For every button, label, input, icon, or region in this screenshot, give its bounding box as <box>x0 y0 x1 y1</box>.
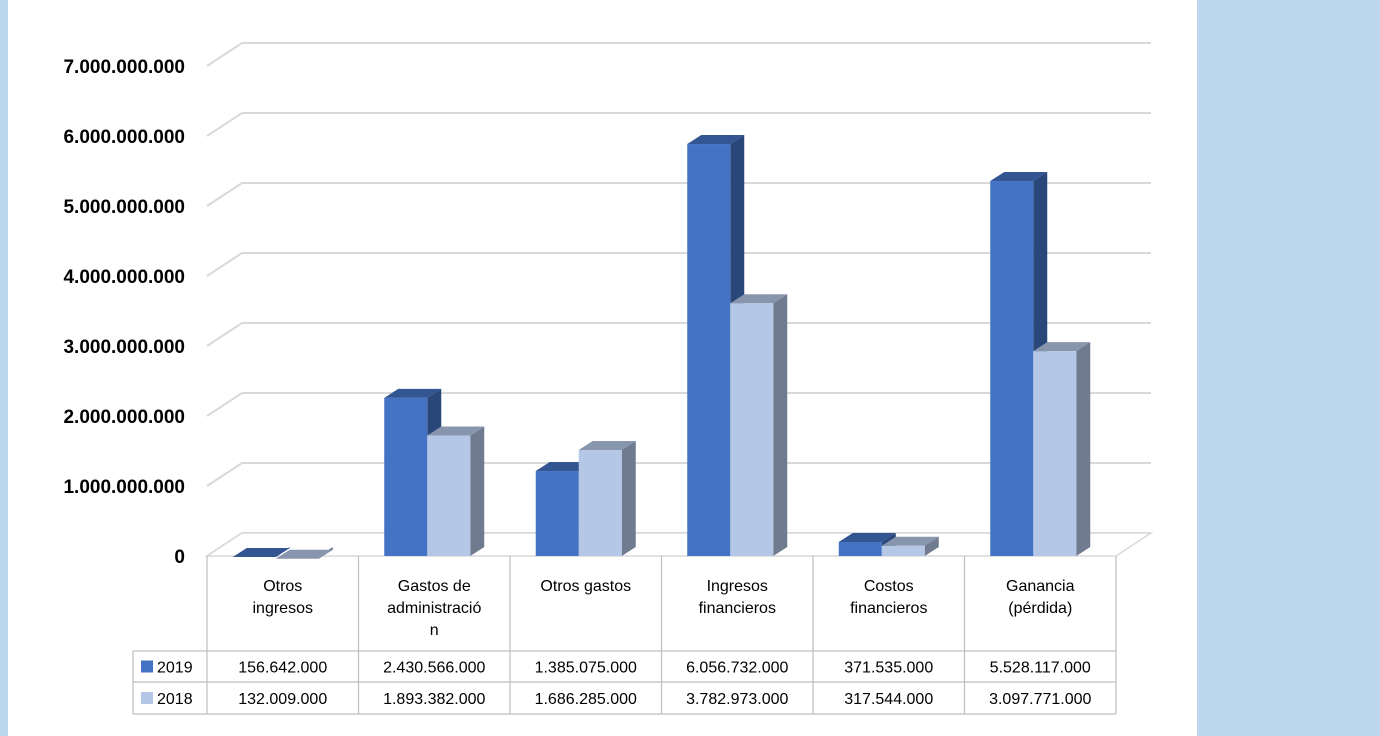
gridline-side <box>206 252 243 277</box>
category-label: Ganancia <box>1006 578 1075 595</box>
bar-2019 <box>384 397 428 556</box>
bar-side <box>621 440 636 556</box>
category-label: Ingresos <box>707 578 768 595</box>
bar-2018 <box>578 449 622 556</box>
bar-2018 <box>881 545 925 556</box>
y-tick-label: 5.000.000.000 <box>63 197 185 218</box>
chart-plot: 0 1.000.000.000 2.000.000.000 3.000.000.000… <box>63 42 1154 715</box>
bar-2019 <box>838 541 882 556</box>
bar-2019 <box>687 144 731 557</box>
category-label: Otros gastos <box>540 578 631 595</box>
gridline-side <box>206 392 243 417</box>
bar-side <box>924 536 939 556</box>
data-table-value: 317.544.000 <box>844 691 933 708</box>
category-label: administració <box>387 600 481 617</box>
y-tick-label: 6.000.000.000 <box>63 127 185 148</box>
bar-top <box>535 462 593 472</box>
bar-top <box>427 426 485 436</box>
data-table-value: 3.782.973.000 <box>686 691 788 708</box>
bar-side <box>470 426 485 556</box>
gridline-side <box>206 322 243 347</box>
category-label: (pérdida) <box>1008 600 1072 617</box>
data-table-value: 1.893.382.000 <box>383 691 485 708</box>
legend-key-2019 <box>141 660 153 673</box>
bar-top <box>838 532 896 542</box>
y-tick-label: 2.000.000.000 <box>63 407 185 428</box>
y-tick-label: 4.000.000.000 <box>63 267 185 288</box>
bar-top <box>990 172 1048 182</box>
legend-label: 2018 <box>157 691 193 708</box>
right-side-panel <box>1197 0 1380 736</box>
data-table-value: 3.097.771.000 <box>989 691 1091 708</box>
bar-2019 <box>990 181 1034 557</box>
bar-top <box>1033 342 1091 352</box>
bar-top <box>384 388 442 398</box>
bar-top <box>232 548 290 558</box>
y-tick-label: 7.000.000.000 <box>63 57 185 78</box>
left-border-strip <box>0 0 8 736</box>
data-table-value: 132.009.000 <box>238 691 327 708</box>
data-table-value: 1.686.285.000 <box>535 691 637 708</box>
data-table-value: 6.056.732.000 <box>686 660 788 677</box>
category-label: n <box>430 622 439 639</box>
category-label: financieros <box>850 600 927 617</box>
data-table-value: 2.430.566.000 <box>383 660 485 677</box>
bar-top <box>687 135 745 145</box>
gridline-side <box>206 42 243 67</box>
y-tick-label: 0 <box>174 547 185 568</box>
gridline-side <box>206 462 243 487</box>
data-table-value: 156.642.000 <box>238 660 327 677</box>
bar-2018 <box>730 303 774 556</box>
bar-top <box>881 536 939 546</box>
bar-2018 <box>1033 351 1077 556</box>
legend-key-2018 <box>141 692 153 704</box>
y-tick-label: 1.000.000.000 <box>63 477 185 498</box>
bar-2019 <box>535 471 579 556</box>
bar-side <box>1076 342 1091 556</box>
category-label: ingresos <box>253 600 313 617</box>
category-label: financieros <box>699 600 776 617</box>
legend-label: 2019 <box>157 660 193 677</box>
gridline-side <box>206 112 243 137</box>
bar-top <box>578 440 636 450</box>
data-table-value: 5.528.117.000 <box>990 660 1091 677</box>
bar-top <box>275 549 333 559</box>
bar-top <box>730 294 788 304</box>
category-label: Gastos de <box>398 578 471 595</box>
gridline-side <box>206 182 243 207</box>
bar-2018 <box>427 435 471 556</box>
category-label: Otros <box>263 578 302 595</box>
data-table-value: 1.385.075.000 <box>535 660 637 677</box>
category-label: Costos <box>864 578 914 595</box>
data-table-value: 371.535.000 <box>844 660 933 677</box>
y-tick-label: 3.000.000.000 <box>63 337 185 358</box>
bar-side <box>773 294 788 556</box>
